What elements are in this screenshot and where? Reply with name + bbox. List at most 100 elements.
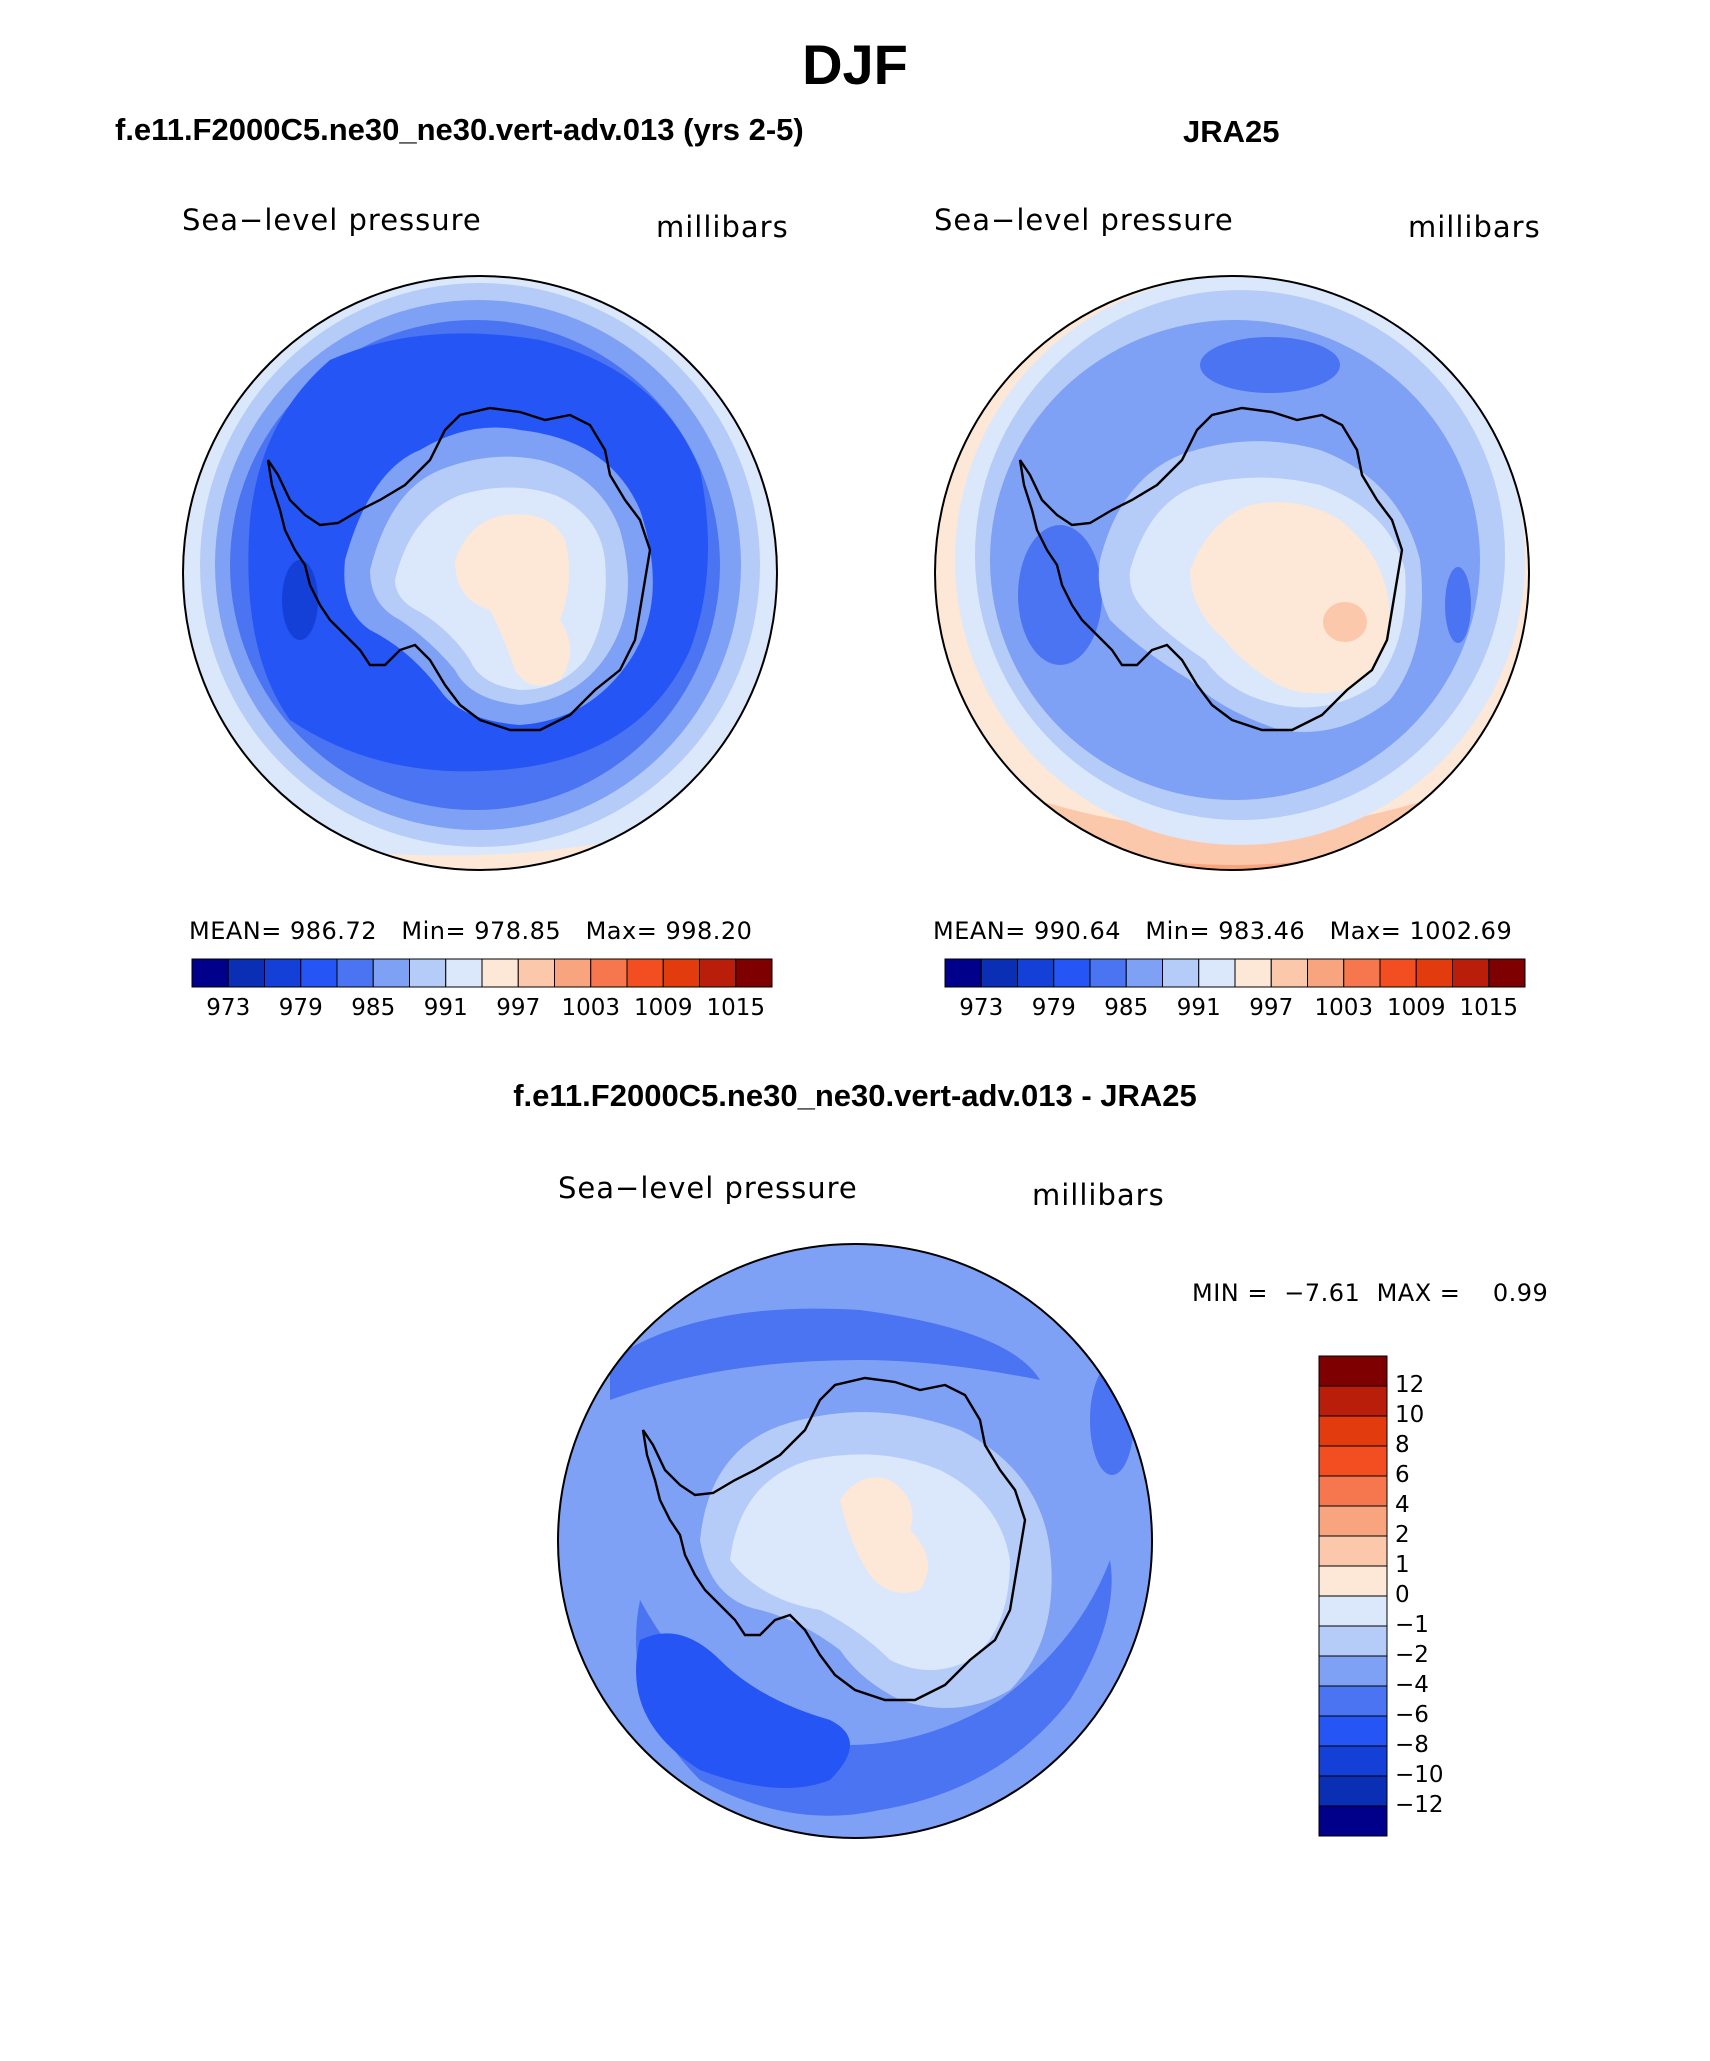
model-colorbar-tick-label: 985 (351, 995, 396, 1021)
diff-colorbar-tick-label: −10 (1395, 1762, 1444, 1788)
model-min-value: 978.85 (474, 917, 562, 945)
diff-colorbar-tick-label: −12 (1395, 1792, 1444, 1818)
obs-max-value: 1002.69 (1409, 917, 1513, 945)
diff-colorbar-box (1318, 1805, 1388, 1837)
diff-colorbar (1318, 1355, 1388, 1837)
model-colorbar-box (372, 958, 410, 988)
diff-colorbar-tick-label: 1 (1395, 1552, 1410, 1578)
diff-colorbar-box (1318, 1445, 1388, 1477)
obs-colorbar-box (1053, 958, 1091, 988)
model-colorbar-box (735, 958, 773, 988)
model-colorbar-tick-label: 997 (496, 995, 541, 1021)
obs-colorbar-tick-label: 1003 (1314, 995, 1374, 1021)
diff-colorbar-box (1318, 1625, 1388, 1657)
obs-colorbar-box (1017, 958, 1055, 988)
model-colorbar-box (227, 958, 265, 988)
model-colorbar-box (662, 958, 700, 988)
obs-colorbar-tick-label: 985 (1104, 995, 1149, 1021)
obs-field-land-max (1323, 602, 1367, 642)
obs-colorbar-box (1452, 958, 1490, 988)
diff-colorbar-box (1318, 1655, 1388, 1687)
diff-colorbar-box (1318, 1505, 1388, 1537)
model-stats: MEAN= 986.72 Min= 978.85 Max= 998.20 (189, 917, 752, 945)
model-map-fields (183, 276, 777, 870)
obs-field-mid-north (1200, 337, 1340, 393)
diff-colorbar-tick-label: −8 (1395, 1732, 1429, 1758)
diff-field-peach (840, 1477, 928, 1593)
model-colorbar-box (481, 958, 519, 988)
obs-colorbar-box (944, 958, 982, 988)
diff-colorbar-box (1318, 1535, 1388, 1567)
diff-colorbar-tick-label: 10 (1395, 1402, 1425, 1428)
obs-colorbar-box (1307, 958, 1345, 988)
obs-colorbar (944, 958, 1526, 988)
diff-field-mid-east (1090, 1365, 1134, 1475)
diff-colorbar-tick-label: 6 (1395, 1462, 1410, 1488)
model-colorbar-box (554, 958, 592, 988)
diff-map-border (557, 1243, 1153, 1839)
obs-colorbar-tick-label: 1009 (1386, 995, 1446, 1021)
diff-map-fields (558, 1244, 1152, 1838)
diff-variable-label: Sea−level pressure (558, 1171, 858, 1205)
obs-colorbar-box (1270, 958, 1308, 988)
obs-colorbar-box (1415, 958, 1453, 988)
obs-colorbar-box (1125, 958, 1163, 988)
diff-max-value: 0.99 (1492, 1279, 1549, 1307)
obs-colorbar-box (1343, 958, 1381, 988)
diff-min-label: MIN = (1192, 1279, 1268, 1307)
obs-colorbar-box (1162, 958, 1200, 988)
diff-colorbar-tick-label: −1 (1395, 1612, 1429, 1638)
obs-colorbar-box (1198, 958, 1236, 988)
model-colorbar-box (336, 958, 374, 988)
model-colorbar-box (191, 958, 229, 988)
model-units-label: millibars (656, 210, 789, 244)
difference-panel-title: f.e11.F2000C5.ne30_ne30.vert-adv.013 - J… (513, 1078, 1197, 1113)
obs-colorbar-box (1488, 958, 1526, 988)
model-colorbar-box (409, 958, 447, 988)
model-colorbar-box (300, 958, 338, 988)
obs-colorbar-tick-label: 973 (959, 995, 1004, 1021)
diff-colorbar-box (1318, 1685, 1388, 1717)
model-colorbar-box (590, 958, 628, 988)
obs-mean-value: 990.64 (1034, 917, 1121, 945)
diff-colorbar-box (1318, 1415, 1388, 1447)
model-colorbar (191, 958, 773, 988)
obs-panel-title: JRA25 (1183, 114, 1280, 149)
model-colorbar-box (626, 958, 664, 988)
model-field-min (282, 560, 318, 640)
obs-stats: MEAN= 990.64 Min= 983.46 Max= 1002.69 (933, 917, 1512, 945)
diff-colorbar-tick-label: 12 (1395, 1372, 1425, 1398)
diff-colorbar-box (1318, 1475, 1388, 1507)
diff-map (557, 1243, 1153, 1839)
diff-colorbar-box (1318, 1775, 1388, 1807)
diff-colorbar-tick-label: 8 (1395, 1432, 1410, 1458)
obs-field-mid-west (1018, 525, 1102, 665)
model-mean-label: MEAN= (189, 917, 282, 945)
obs-field-mid-east (1445, 567, 1471, 643)
model-colorbar-tick-label: 1009 (633, 995, 693, 1021)
obs-map-fields (935, 276, 1529, 870)
diff-colorbar-box (1318, 1385, 1388, 1417)
model-colorbar-tick-label: 1015 (706, 995, 766, 1021)
obs-colorbar-tick-label: 997 (1249, 995, 1294, 1021)
diff-colorbar-box (1318, 1355, 1388, 1387)
season-title: DJF (802, 33, 908, 96)
model-colorbar-box (699, 958, 737, 988)
obs-colorbar-box (980, 958, 1018, 988)
model-colorbar-tick-label: 973 (206, 995, 251, 1021)
model-panel-title: f.e11.F2000C5.ne30_ne30.vert-adv.013 (yr… (115, 112, 804, 147)
obs-min-label: Min= (1145, 917, 1211, 945)
diff-colorbar-tick-label: −2 (1395, 1642, 1429, 1668)
diff-colorbar-box (1318, 1745, 1388, 1777)
model-colorbar-box (445, 958, 483, 988)
obs-field-land-peach (1190, 502, 1390, 694)
diff-stats: MIN = −7.61 MAX = 0.99 (1192, 1279, 1548, 1307)
model-max-value: 998.20 (665, 917, 753, 945)
diff-colorbar-tick-label: −6 (1395, 1702, 1429, 1728)
obs-min-value: 983.46 (1218, 917, 1306, 945)
diff-colorbar-tick-label: 4 (1395, 1492, 1410, 1518)
model-variable-label: Sea−level pressure (182, 203, 482, 237)
obs-colorbar-box (1234, 958, 1272, 988)
diff-field-deep-south (636, 1633, 850, 1788)
